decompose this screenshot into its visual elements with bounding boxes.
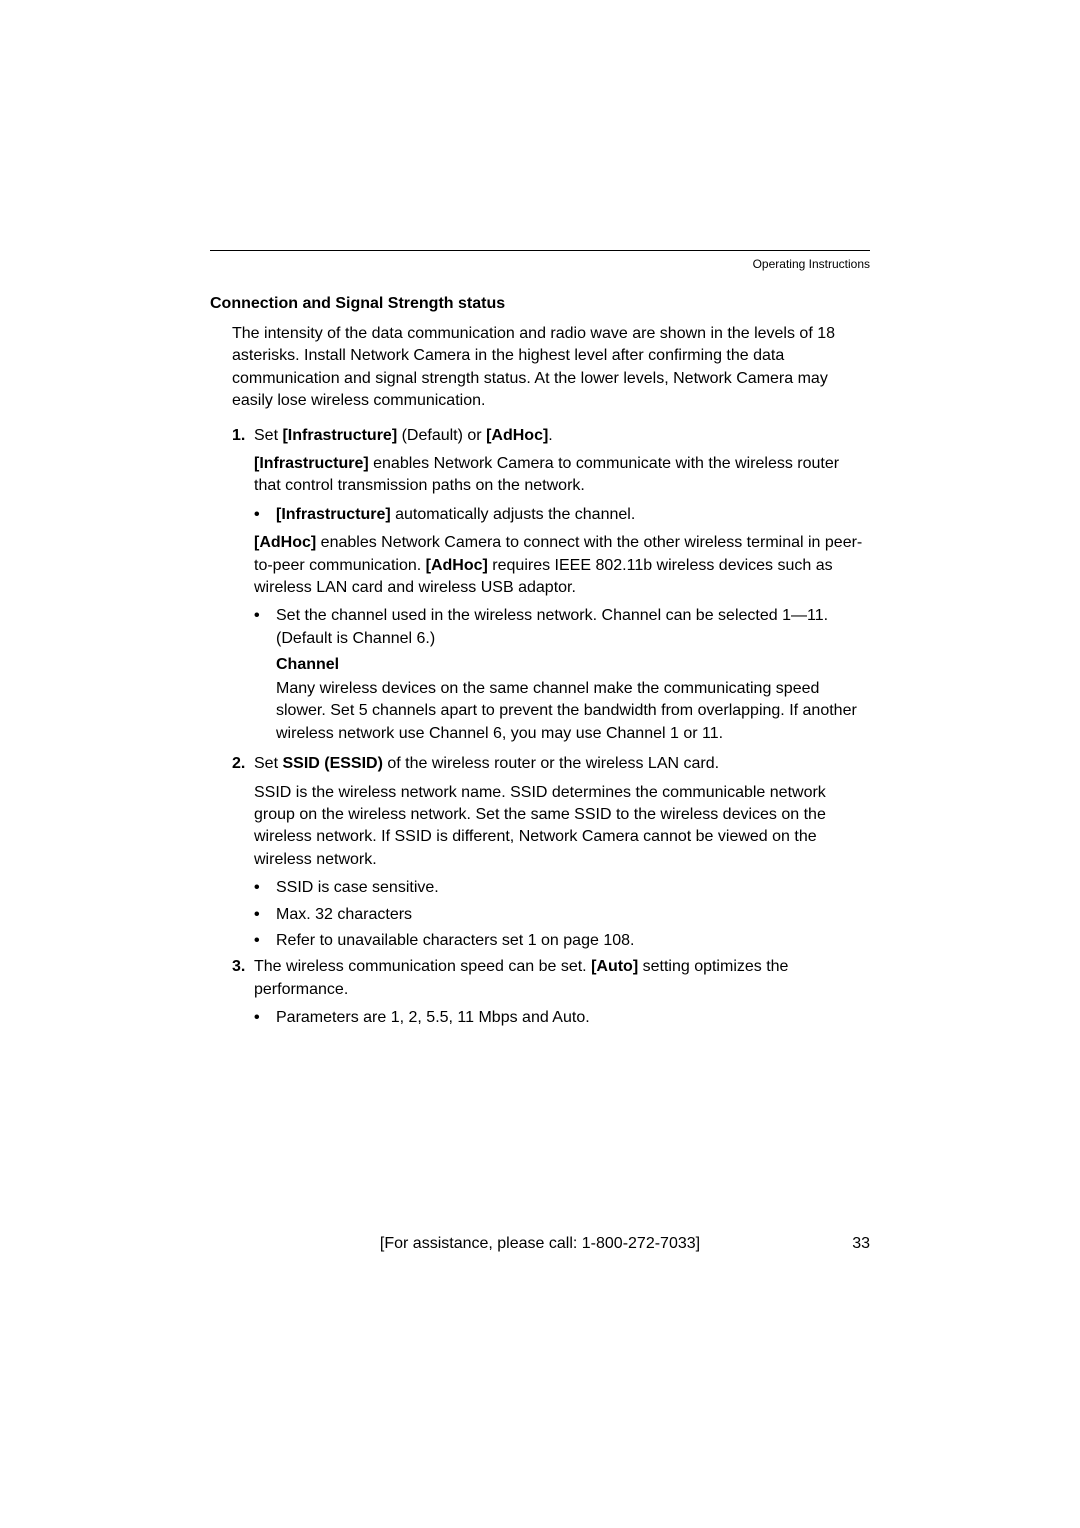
list-item-2: 2. Set SSID (ESSID) of the wireless rout… [232, 753, 870, 775]
list-item-2-text: Set SSID (ESSID) of the wireless router … [254, 753, 870, 775]
bullet-content: Set the channel used in the wireless net… [276, 605, 870, 650]
bullet-content: Refer to unavailable characters set 1 on… [276, 930, 870, 952]
bold-ssid: SSID (ESSID) [282, 755, 382, 772]
page-footer: [For assistance, please call: 1-800-272-… [210, 1235, 870, 1253]
bullet-marker: • [254, 504, 276, 526]
text-fragment: Set [254, 427, 282, 444]
list-item-1-text: Set [Infrastructure] (Default) or [AdHoc… [254, 425, 870, 447]
item2-bullet2: • Max. 32 characters [254, 904, 870, 926]
text-fragment: . [548, 427, 552, 444]
bullet-content: Parameters are 1, 2, 5.5, 11 Mbps and Au… [276, 1007, 870, 1029]
channel-paragraph: Many wireless devices on the same channe… [276, 678, 870, 745]
item1-bullet2: • Set the channel used in the wireless n… [254, 605, 870, 650]
bullet-content: Max. 32 characters [276, 904, 870, 926]
text-fragment: automatically adjusts the channel. [391, 506, 636, 523]
bold-infrastructure: [Infrastructure] [254, 455, 369, 472]
document-page: Operating Instructions Connection and Si… [0, 0, 1080, 1030]
bold-adhoc: [AdHoc] [486, 427, 548, 444]
list-number-2: 2. [232, 753, 254, 775]
intro-paragraph: The intensity of the data communication … [232, 323, 870, 413]
list-item-3-text: The wireless communication speed can be … [254, 956, 870, 1001]
item2-bullet1: • SSID is case sensitive. [254, 877, 870, 899]
header-doc-title: Operating Instructions [210, 257, 870, 271]
bullet-content: SSID is case sensitive. [276, 877, 870, 899]
item2-bullet3: • Refer to unavailable characters set 1 … [254, 930, 870, 952]
bullet-marker: • [254, 904, 276, 926]
bullet-content: [Infrastructure] automatically adjusts t… [276, 504, 870, 526]
bold-auto: [Auto] [591, 958, 638, 975]
bold-infrastructure: [Infrastructure] [276, 506, 391, 523]
list-item-1: 1. Set [Infrastructure] (Default) or [Ad… [232, 425, 870, 447]
channel-heading: Channel [276, 656, 870, 674]
list-item-3: 3. The wireless communication speed can … [232, 956, 870, 1001]
text-fragment: of the wireless router or the wireless L… [383, 755, 719, 772]
header-rule [210, 250, 870, 251]
text-fragment: Set [254, 755, 282, 772]
page-number: 33 [852, 1235, 870, 1253]
text-fragment: The wireless communication speed can be … [254, 958, 591, 975]
list-number-1: 1. [232, 425, 254, 447]
footer-assistance: [For assistance, please call: 1-800-272-… [210, 1235, 870, 1253]
list-item-2-heading: 2. Set SSID (ESSID) of the wireless rout… [232, 753, 870, 775]
bold-infrastructure: [Infrastructure] [282, 427, 397, 444]
list-item-3-heading: 3. The wireless communication speed can … [232, 956, 870, 1001]
item1-para1: [Infrastructure] enables Network Camera … [254, 453, 870, 498]
bold-adhoc: [AdHoc] [426, 557, 488, 574]
item2-para1: SSID is the wireless network name. SSID … [254, 782, 870, 872]
bullet-marker: • [254, 605, 276, 627]
item1-para2: [AdHoc] enables Network Camera to connec… [254, 532, 870, 599]
bullet-marker: • [254, 930, 276, 952]
section-title: Connection and Signal Strength status [210, 295, 870, 313]
list-item-1-heading: 1. Set [Infrastructure] (Default) or [Ad… [232, 425, 870, 447]
list-number-3: 3. [232, 956, 254, 978]
item3-bullet1: • Parameters are 1, 2, 5.5, 11 Mbps and … [254, 1007, 870, 1029]
item1-bullet1: • [Infrastructure] automatically adjusts… [254, 504, 870, 526]
bullet-marker: • [254, 1007, 276, 1029]
bullet-marker: • [254, 877, 276, 899]
text-fragment: (Default) or [397, 427, 486, 444]
bold-adhoc: [AdHoc] [254, 534, 316, 551]
